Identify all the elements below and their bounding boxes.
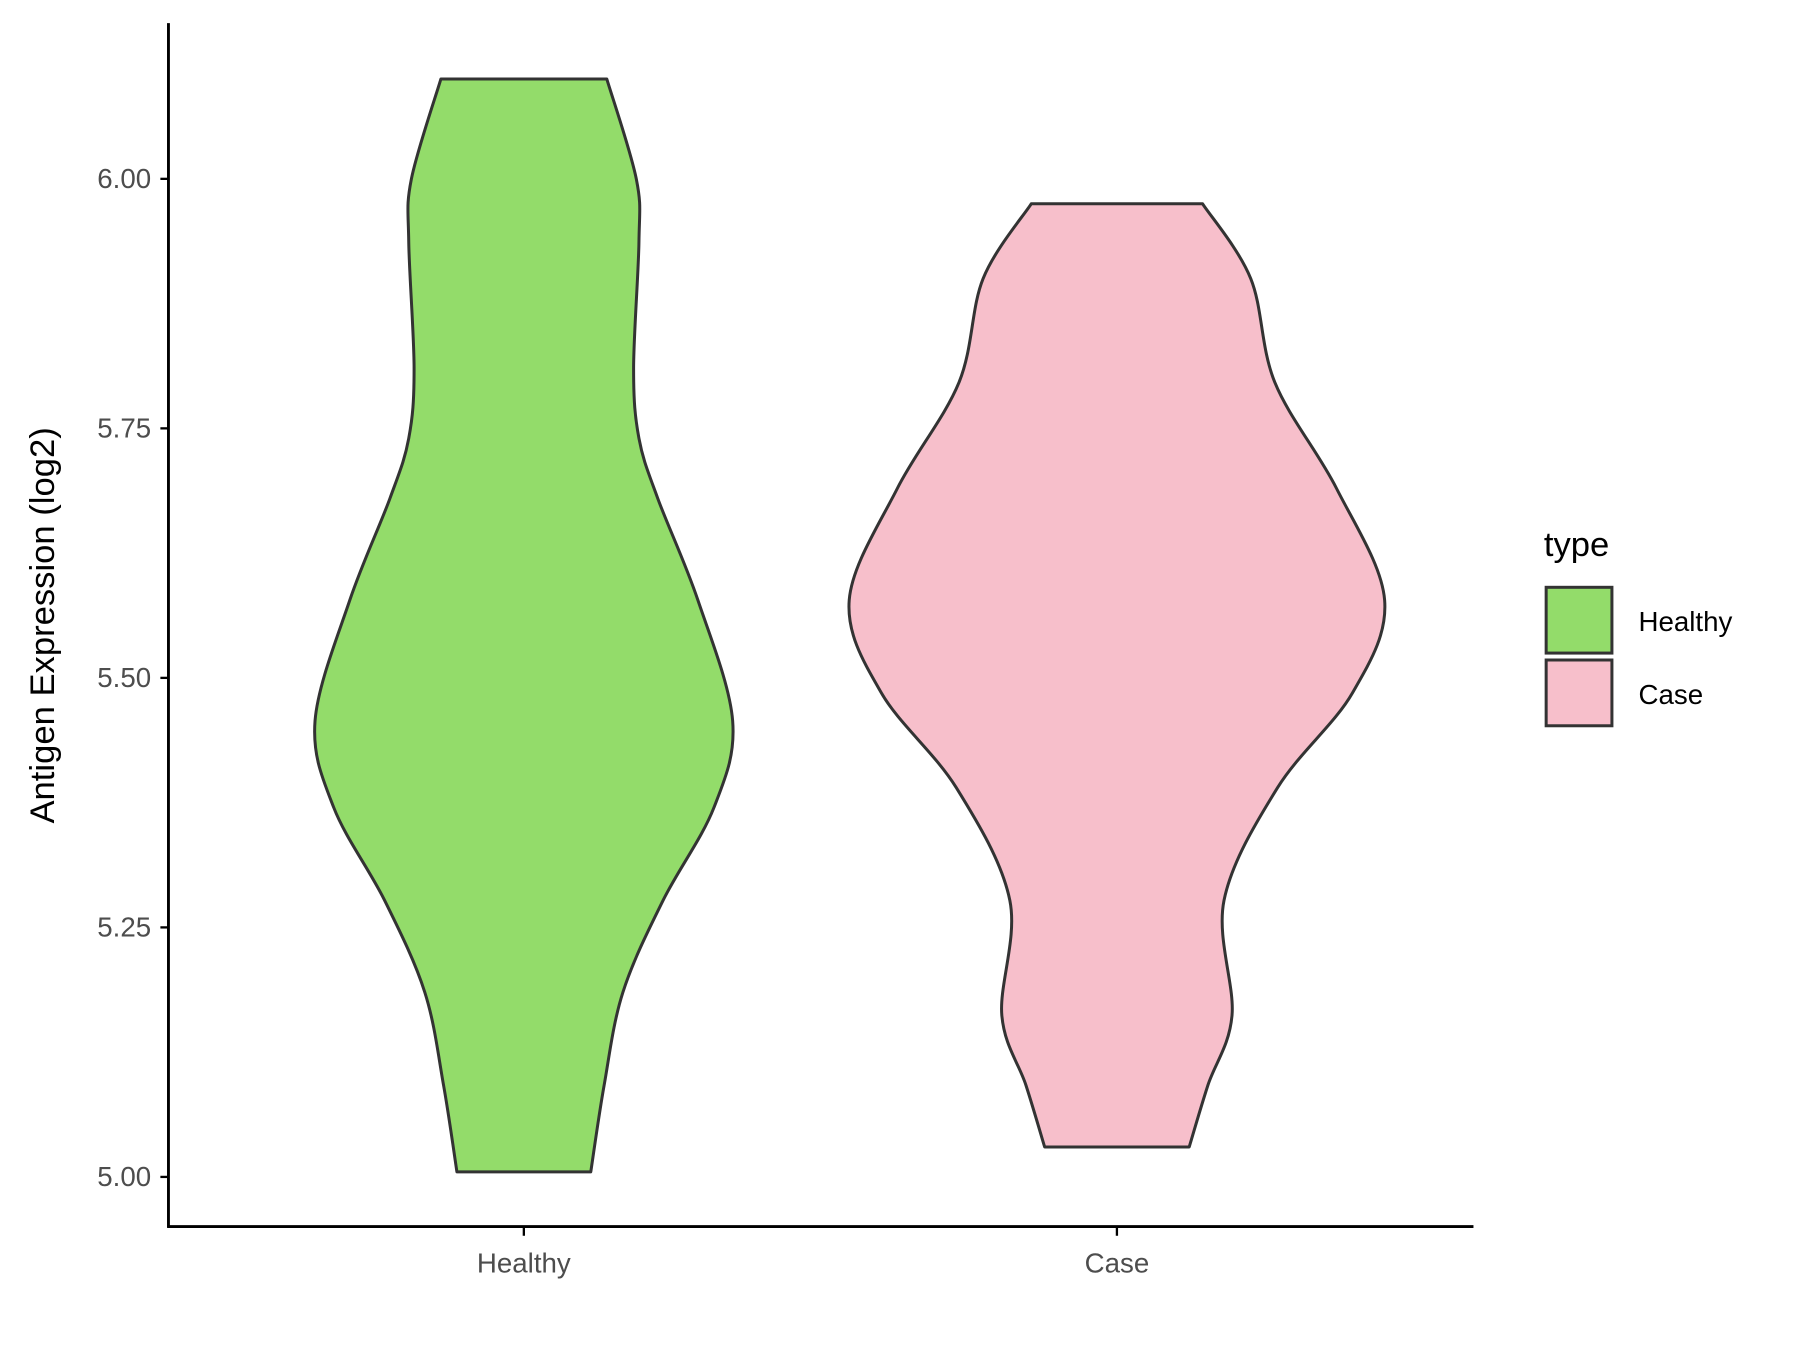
- legend-key-case: [1544, 658, 1614, 728]
- legend-key-healthy: [1544, 585, 1614, 655]
- y-tick-label: 5.00: [97, 1161, 151, 1192]
- violins: [313, 77, 1387, 1174]
- y-ticks: 5.00 5.25 5.50 5.75 6.00: [97, 163, 169, 1192]
- legend-label: Case: [1638, 679, 1703, 710]
- y-tick-label: 5.75: [97, 413, 151, 444]
- violin-case: [847, 202, 1387, 1149]
- y-tick-label: 6.00: [97, 163, 151, 194]
- legend-title: type: [1544, 526, 1609, 564]
- y-axis-title: Antigen Expression (log2): [24, 427, 62, 823]
- y-tick-label: 5.25: [97, 912, 151, 943]
- violin-healthy: [313, 77, 735, 1174]
- x-tick-label: Healthy: [477, 1248, 571, 1279]
- x-ticks: Healthy Case: [477, 1226, 1150, 1279]
- x-tick-label: Case: [1085, 1248, 1150, 1279]
- y-tick-label: 5.50: [97, 662, 151, 693]
- legend: type Healthy Case: [1544, 526, 1732, 728]
- legend-label: Healthy: [1638, 606, 1732, 637]
